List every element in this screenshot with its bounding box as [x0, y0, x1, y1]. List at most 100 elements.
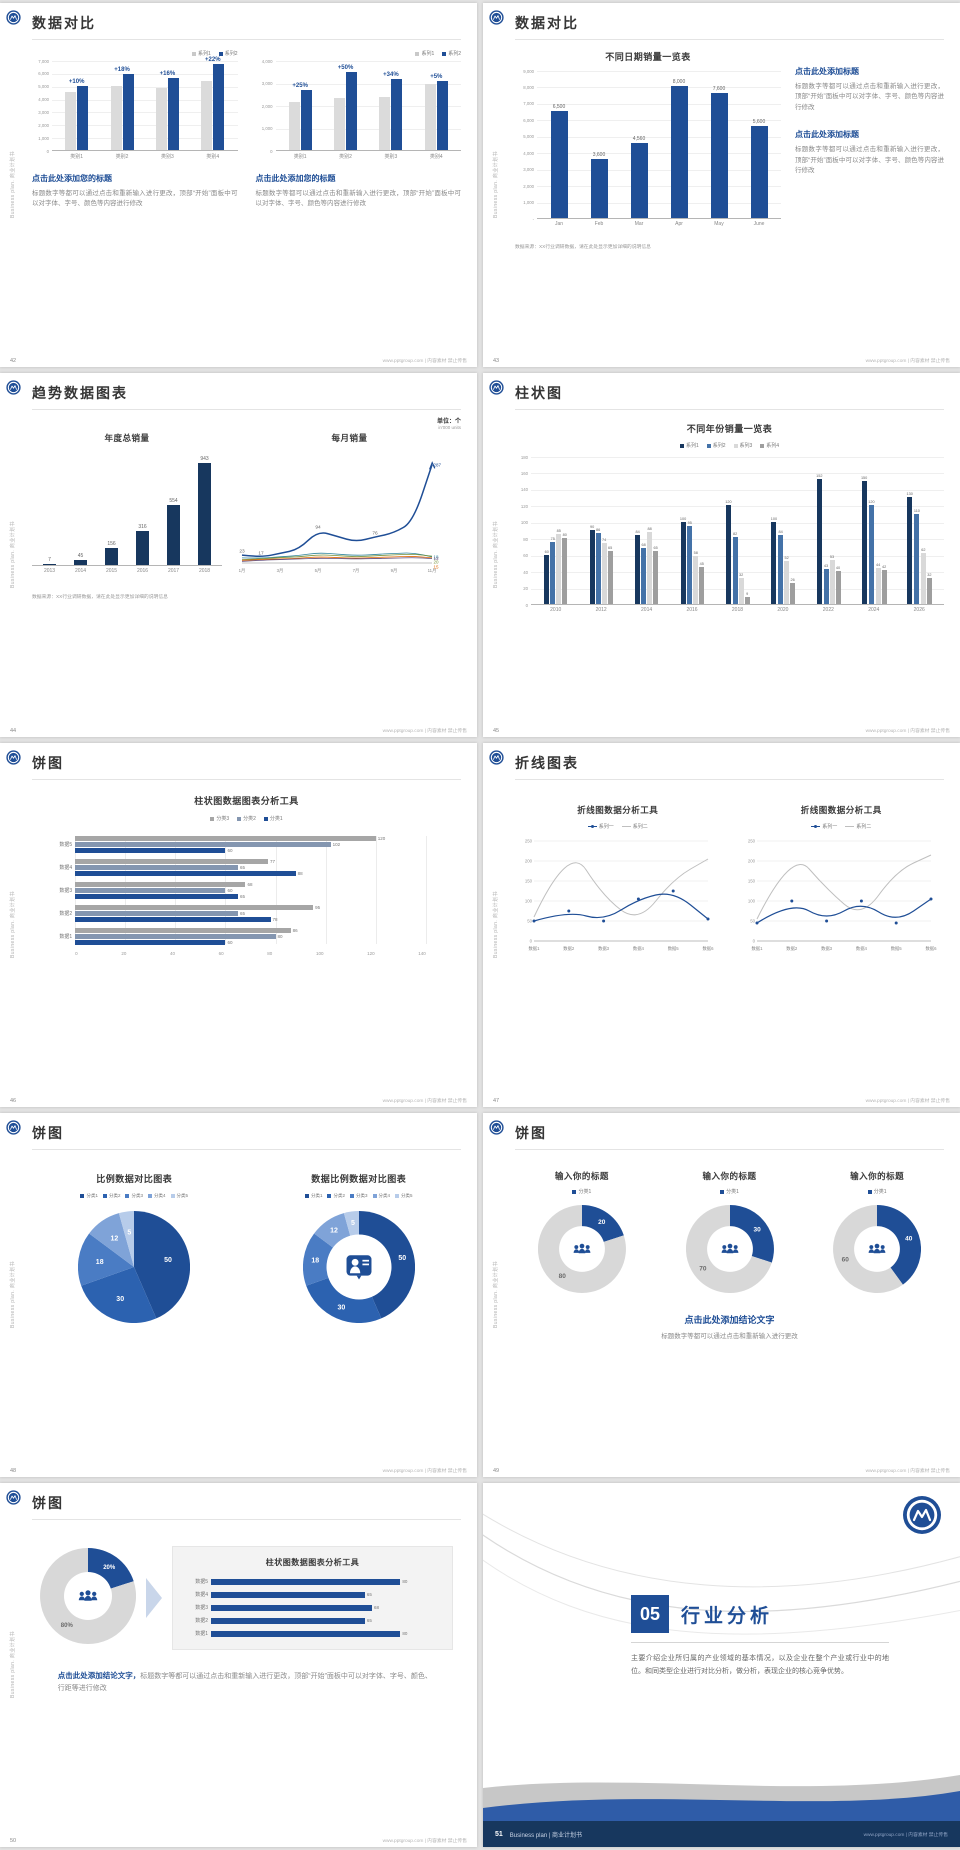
value-label: 5,600 — [752, 118, 766, 125]
grid-line — [325, 836, 327, 944]
chart-element — [84, 1595, 92, 1601]
bar — [75, 848, 226, 853]
slide-46[interactable]: Business plan. 商业计划书 饼图 柱状图数据图表分析工具 分类3 分… — [0, 743, 477, 1107]
legend-item: 分类5 — [395, 1193, 413, 1199]
y-axis-label: 1,000 — [523, 200, 534, 206]
value-label: 74 — [602, 538, 607, 543]
chart-element: 156 — [105, 541, 118, 565]
series-line — [756, 854, 932, 920]
grid-line — [275, 83, 461, 85]
chart-element — [493, 755, 500, 760]
bar-row: 数据5 120 102 60 — [49, 836, 444, 853]
slide-43[interactable]: Business plan. 商业计划书 数据对比 不同日期销量一览表 9,00… — [483, 3, 960, 367]
slide-title: 数据对比 — [32, 13, 461, 40]
chart-element: 类别1 类别2 类别3 类别4 — [276, 153, 462, 160]
slide-49[interactable]: Business plan. 商业计划书 饼图 输入你的标题 分类1 20 80 … — [483, 1113, 960, 1477]
slide-title: 折线图表 — [515, 753, 944, 780]
value-label: 60 — [544, 549, 549, 554]
chart-element: 58 — [693, 551, 699, 604]
slide-51[interactable]: 05 行业分析 主要介绍企业所归属的产业领域的基本情况，以及企业在整个产业或行业… — [483, 1483, 960, 1847]
bar — [601, 543, 607, 604]
x-axis-label: 100 — [315, 951, 324, 956]
chart-title: 输入你的标题 — [554, 1171, 609, 1181]
slide-footer: 51 Business plan | 商业计划书 www.pptgroup.co… — [483, 1821, 960, 1847]
y-axis-label: 1,000 — [261, 126, 273, 131]
decorative-curves — [483, 1513, 960, 1847]
chart-legend: 分类3 分类2 分类1 — [32, 815, 461, 822]
chart-element: 5,600 — [750, 118, 768, 218]
logo-svg — [6, 1490, 21, 1505]
legend-swatch — [218, 51, 223, 56]
block-heading: 点击此处添加标题 — [794, 67, 859, 76]
grid-line — [537, 186, 781, 188]
grid-line — [531, 457, 944, 458]
slide-50[interactable]: Business plan. 商业计划书 饼图 20% 80% 柱状图数据图表分析… — [0, 1483, 477, 1847]
value-label: 80 — [402, 1631, 408, 1636]
legend-swatch — [679, 443, 684, 448]
chart-element: 44 — [875, 563, 881, 604]
chart-element — [362, 1259, 369, 1262]
value-label: 85 — [556, 529, 561, 534]
chart-element: 68 60 65 — [75, 882, 426, 899]
data-point — [567, 909, 571, 913]
line-chart: 250 200 150 100 50 0 数据1 数据2 数据3 数据4 数据5 数据6 — [515, 834, 721, 957]
bar — [288, 102, 300, 150]
value-label: 32 — [739, 572, 744, 577]
slide-footer: 44 www.pptgroup.com | 内容素材 禁止传售 — [0, 724, 477, 737]
chart-panel: 输入你的标题 分类1 40 60 — [810, 1170, 944, 1293]
legend-label: 分类1 — [873, 1189, 887, 1195]
value-label: 95 — [315, 905, 321, 910]
pie-slice — [81, 1267, 157, 1323]
chart-element: 554 — [167, 498, 180, 565]
legend-label: 系列二 — [632, 824, 648, 830]
grid-line — [537, 71, 781, 72]
bar — [211, 1591, 365, 1598]
x-axis-label: 数据6 — [926, 945, 938, 952]
y-axis-label: 50 — [750, 919, 755, 924]
slide-45[interactable]: Business plan. 商业计划书 柱状图 不同年份销量一览表 系列1 系列… — [483, 373, 960, 737]
slide-sidebar: Business plan. 商业计划书 — [483, 743, 509, 1107]
chart-element: 2010 2012 2014 2016 2018 2020 2022 2024 2026 — [531, 607, 944, 613]
bar — [653, 550, 659, 604]
footer-site-text: www.pptgroup.com | 内容素材 禁止传售 — [865, 1099, 950, 1104]
bar-group: 8,000 — [659, 71, 699, 218]
grid-line — [531, 522, 944, 524]
legend-swatch — [442, 51, 447, 56]
slide-44[interactable]: Business plan. 商业计划书 趋势数据图表 单位：个 in'000 … — [0, 373, 477, 737]
value-label: 554 — [169, 498, 178, 505]
bar-group: 84 68 88 65 — [624, 457, 669, 604]
value-label: 75 — [550, 537, 555, 542]
bar — [875, 567, 881, 604]
bar — [300, 90, 312, 150]
bar — [607, 550, 613, 604]
value-label: 95 — [687, 520, 692, 525]
bar-row: 数据5 80 — [185, 1578, 440, 1585]
annotation-label: +16% — [159, 71, 176, 77]
page-number: 43 — [493, 357, 500, 364]
chart-element: 60 — [75, 848, 426, 853]
chart-legend: 系列1 系列2 — [256, 50, 461, 57]
x-axis-label: Apr — [675, 221, 683, 227]
chart-element: 数据5 120 102 60 数据4 77 65 88 数据3 68 60 65 数据2 95 65 78 数据… — [49, 836, 444, 945]
grid-line — [52, 125, 238, 127]
bar-group: +22% — [190, 57, 235, 150]
slide-42[interactable]: Business plan. 商业计划书 数据对比 系列1 系列2 7,000 6,… — [0, 3, 477, 367]
chart-element: 156 — [105, 541, 118, 565]
slide-47[interactable]: Business plan. 商业计划书 折线图表 折线图数据分析工具 系列一系… — [483, 743, 960, 1107]
value-label: 120 — [868, 500, 875, 505]
brand-logo-icon — [489, 10, 504, 25]
value-label: 60 — [227, 940, 233, 945]
footer-site-text: www.pptgroup.com | 内容素材 禁止传售 — [865, 359, 950, 364]
slide-48[interactable]: Business plan. 商业计划书 饼图 比例数据对比图表 分类1 分类2 分… — [0, 1113, 477, 1477]
y-axis-label: 60 — [523, 553, 528, 559]
chart-element — [721, 1245, 726, 1249]
chart-element: 60 — [75, 888, 426, 893]
x-axis-label: 类别3 — [384, 154, 398, 160]
chart-title: 每月销量 — [331, 433, 368, 443]
legend-swatch — [349, 1194, 354, 1198]
slice-label: 30 — [753, 1226, 761, 1233]
value-label: 52 — [784, 556, 789, 561]
chart-element: 120 102 60 — [75, 836, 426, 853]
chart-element — [110, 74, 134, 150]
legend-swatch — [733, 443, 738, 448]
